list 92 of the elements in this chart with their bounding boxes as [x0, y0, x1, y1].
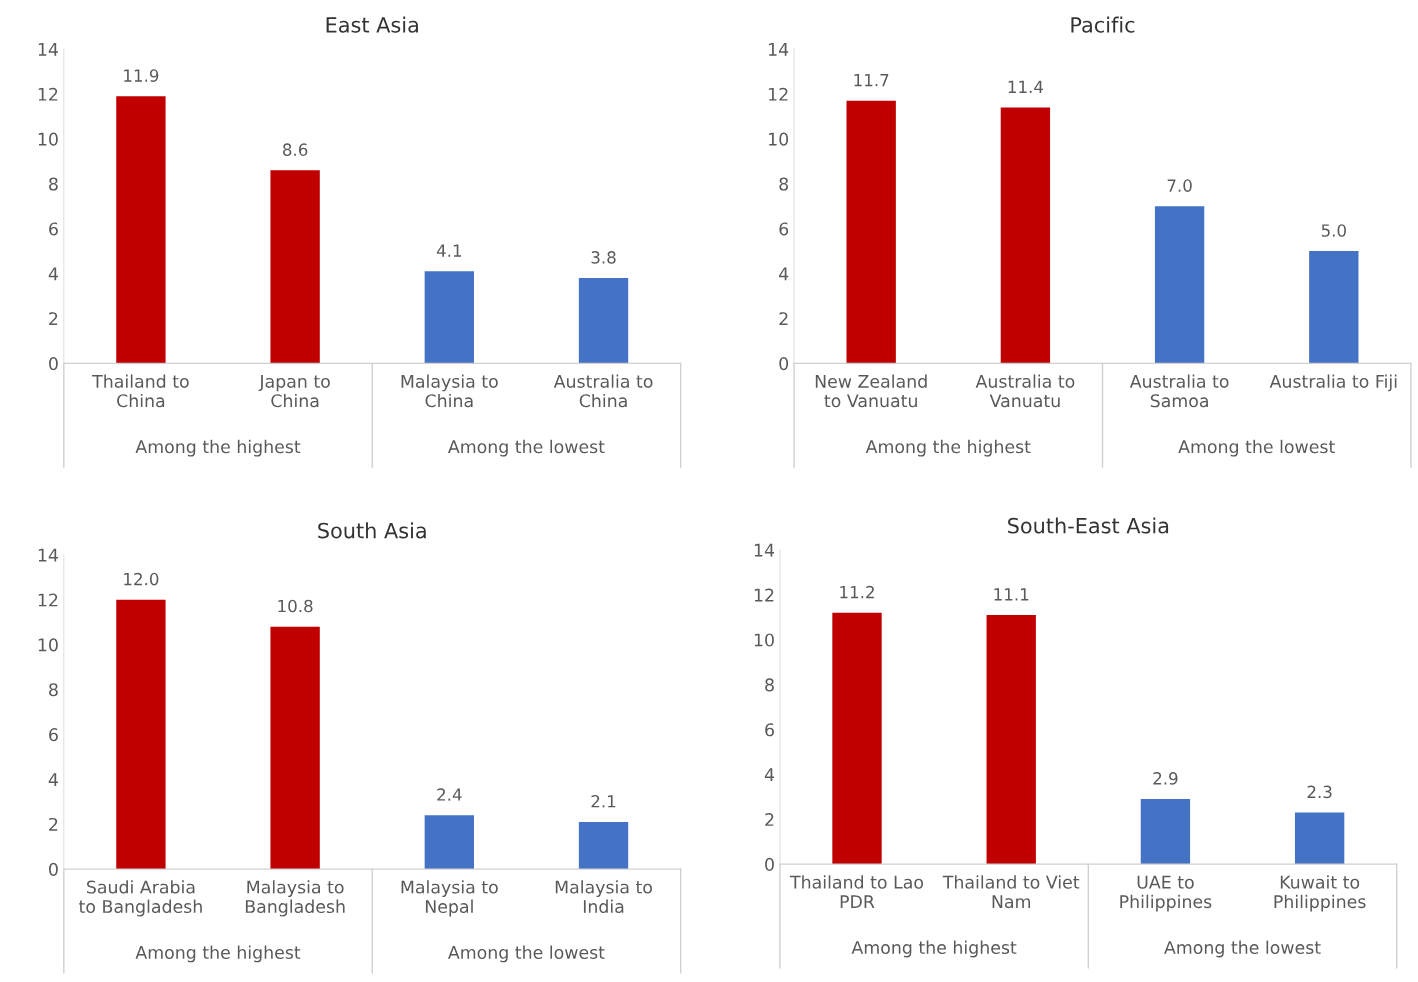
y-tick-label: 4	[48, 773, 58, 786]
chart-title: South-East Asia	[1008, 517, 1169, 534]
data-label: 3.8	[591, 251, 616, 264]
y-tick-label: 12	[769, 87, 788, 101]
bar	[424, 271, 474, 364]
bar	[832, 612, 882, 865]
y-tick-label: 14	[38, 43, 58, 56]
x-tick-label: Malaysia to Bangladesh	[245, 880, 345, 917]
x-tick-label: Australia to Vanuatu	[975, 374, 1075, 408]
y-tick-label: 0	[765, 857, 774, 871]
y-tick-label: 12	[38, 87, 58, 101]
y-tick-label: 4	[779, 267, 789, 281]
x-tick-label: UAE to Philippines	[1120, 875, 1212, 912]
x-tick-label: Thailand to Lao PDR	[789, 875, 924, 908]
chart-title: South Asia	[318, 522, 426, 539]
text: Among the lowest	[448, 439, 605, 457]
y-tick-label: 2	[49, 817, 58, 831]
x-tick-label: Thailand to Viet Nam	[942, 875, 1080, 909]
y-tick-label: 6	[765, 723, 774, 737]
data-label: 2.4	[437, 788, 462, 801]
data-label: 2.3	[1307, 785, 1332, 799]
bar	[116, 599, 166, 870]
y-tick-label: 2	[765, 812, 774, 826]
y-tick-label: 2	[779, 312, 788, 326]
chart-title: Pacific	[1071, 16, 1135, 33]
text: Among the lowest	[448, 945, 605, 963]
y-tick-label: 8	[765, 678, 774, 692]
y-tick-label: 12	[754, 588, 774, 602]
y-tick-label: 10	[38, 638, 58, 652]
data-label: 10.8	[278, 599, 313, 613]
text: Among the highest	[135, 439, 301, 457]
x-tick-label: Japan to China	[258, 374, 330, 408]
y-tick-label: 4	[48, 267, 58, 281]
data-label: 5.0	[1321, 224, 1346, 237]
bar	[578, 278, 629, 364]
x-tick-label: Australia to China	[553, 374, 653, 408]
bar	[846, 100, 896, 364]
bar	[578, 821, 629, 870]
text: Among the lowest	[1178, 439, 1335, 457]
x-tick-label: Malaysia to China	[401, 374, 498, 408]
y-tick-label: 2	[49, 312, 58, 326]
x-tick-label: Kuwait to Philippines	[1274, 875, 1366, 912]
bar	[424, 815, 474, 870]
bar	[1000, 107, 1051, 364]
x-tick-label: Malaysia to Nepal	[401, 880, 498, 917]
y-tick-label: 6	[49, 222, 58, 236]
bar	[1140, 799, 1191, 865]
x-tick-label: Australia to Fiji	[1269, 374, 1397, 392]
text: Among the highest	[851, 940, 1017, 958]
data-label: 11.1	[994, 588, 1029, 601]
bar	[1309, 251, 1359, 364]
bar	[1294, 812, 1345, 865]
y-tick-label: 0	[779, 357, 789, 371]
data-label: 4.1	[436, 244, 462, 257]
data-label: 2.1	[591, 794, 616, 808]
bar	[270, 170, 320, 364]
y-tick-label: 14	[769, 43, 789, 56]
data-label: 2.9	[1153, 772, 1178, 785]
x-tick-label: Thailand to China	[92, 374, 189, 408]
y-tick-label: 6	[49, 728, 58, 742]
y-tick-label: 10	[754, 633, 774, 647]
data-label: 11.4	[1008, 80, 1044, 93]
bar	[270, 626, 320, 870]
data-label: 11.9	[124, 69, 159, 82]
data-label: 12.0	[124, 572, 159, 586]
y-tick-label: 8	[49, 177, 58, 191]
data-label: 8.6	[283, 143, 308, 156]
y-tick-label: 4	[764, 768, 775, 781]
chart-title: East Asia	[326, 16, 418, 33]
y-tick-label: 14	[38, 548, 58, 562]
text: Among the highest	[135, 945, 301, 963]
y-tick-label: 0	[49, 357, 58, 371]
bar	[986, 615, 1036, 865]
x-tick-label: Australia to Samoa	[1129, 374, 1229, 408]
x-tick-label: Saudi Arabia to Bangladesh	[79, 880, 202, 917]
data-label: 11.2	[840, 585, 874, 599]
text: Among the lowest	[1164, 940, 1321, 958]
x-tick-label: New Zealand to Vanuatu	[815, 374, 927, 408]
y-tick-label: 12	[38, 593, 58, 607]
y-tick-label: 10	[38, 132, 58, 146]
data-label: 11.7	[854, 74, 889, 87]
y-tick-label: 6	[779, 222, 789, 236]
y-tick-label: 10	[769, 132, 789, 146]
bar	[1154, 206, 1205, 364]
data-label: 7.0	[1167, 179, 1192, 192]
y-tick-label: 0	[49, 862, 58, 876]
y-tick-label: 8	[779, 177, 789, 191]
bar	[116, 96, 166, 364]
y-tick-label: 8	[49, 683, 58, 697]
y-tick-label: 14	[754, 543, 775, 557]
x-tick-label: Malaysia to India	[555, 880, 652, 914]
text: Among the highest	[865, 439, 1031, 457]
